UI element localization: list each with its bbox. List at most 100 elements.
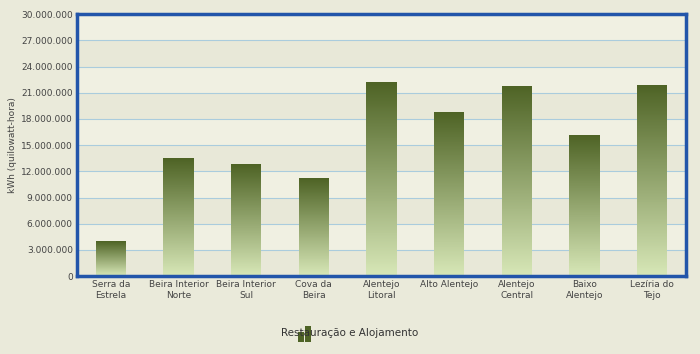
Bar — [502, 150, 532, 152]
Bar — [637, 181, 667, 182]
Bar — [231, 217, 261, 218]
Bar — [366, 205, 397, 206]
Bar — [299, 270, 329, 271]
Bar — [637, 125, 667, 126]
Bar — [299, 229, 329, 230]
Bar — [502, 265, 532, 266]
Bar — [163, 212, 194, 213]
Bar — [502, 94, 532, 95]
Bar — [434, 260, 464, 261]
Bar — [502, 131, 532, 132]
Bar — [366, 153, 397, 154]
Bar — [502, 98, 532, 99]
Bar — [299, 194, 329, 195]
Bar — [231, 264, 261, 265]
Bar — [366, 138, 397, 139]
Bar — [366, 226, 397, 227]
Bar — [637, 215, 667, 216]
Bar — [299, 202, 329, 203]
Bar — [366, 160, 397, 161]
Bar — [231, 168, 261, 169]
Bar — [366, 192, 397, 193]
Bar — [231, 238, 261, 239]
Bar — [434, 115, 464, 116]
Bar — [569, 152, 600, 153]
Bar — [366, 190, 397, 191]
Bar — [502, 243, 532, 244]
Bar — [637, 227, 667, 228]
Bar — [434, 235, 464, 236]
Bar — [366, 215, 397, 216]
Bar — [163, 245, 194, 246]
Bar — [366, 251, 397, 252]
Bar — [569, 225, 600, 226]
Bar — [231, 200, 261, 201]
Bar — [637, 242, 667, 244]
Bar — [366, 94, 397, 95]
Bar — [569, 210, 600, 211]
Bar — [569, 244, 600, 245]
Bar — [366, 97, 397, 98]
Bar — [502, 239, 532, 240]
Bar — [366, 92, 397, 93]
Bar — [569, 256, 600, 257]
Bar — [637, 152, 667, 153]
Bar — [502, 207, 532, 209]
Bar — [637, 209, 667, 210]
Bar — [502, 184, 532, 185]
Bar — [434, 124, 464, 125]
Bar — [434, 160, 464, 161]
Bar — [502, 262, 532, 263]
Bar — [366, 178, 397, 179]
Bar — [434, 114, 464, 115]
Bar — [163, 173, 194, 174]
Bar — [502, 144, 532, 145]
Bar — [366, 151, 397, 152]
Bar — [502, 113, 532, 114]
Bar — [299, 206, 329, 207]
Bar — [569, 154, 600, 155]
Bar — [434, 175, 464, 176]
Bar — [299, 258, 329, 259]
Bar — [434, 180, 464, 181]
Bar — [502, 123, 532, 124]
Bar — [163, 250, 194, 251]
Bar — [163, 202, 194, 203]
Bar — [434, 201, 464, 202]
Bar — [299, 234, 329, 235]
Bar — [163, 259, 194, 260]
Bar — [569, 141, 600, 142]
Bar — [569, 247, 600, 248]
Bar — [637, 196, 667, 197]
Bar — [434, 191, 464, 192]
Bar — [434, 149, 464, 150]
Bar — [569, 243, 600, 244]
Bar — [163, 262, 194, 263]
Bar — [569, 177, 600, 178]
Bar — [569, 269, 600, 270]
Bar — [299, 246, 329, 247]
Bar — [366, 133, 397, 134]
Bar — [163, 166, 194, 167]
Bar — [502, 145, 532, 146]
Bar — [569, 219, 600, 220]
Bar — [434, 220, 464, 221]
Bar — [163, 274, 194, 275]
Bar — [569, 186, 600, 187]
Bar — [637, 133, 667, 134]
Bar — [502, 201, 532, 202]
Bar — [569, 197, 600, 198]
Bar — [299, 275, 329, 276]
Bar — [434, 161, 464, 162]
Bar — [163, 196, 194, 197]
Bar — [569, 203, 600, 204]
Bar — [299, 266, 329, 267]
Bar — [502, 212, 532, 213]
Bar — [637, 92, 667, 93]
Bar — [366, 250, 397, 251]
Bar — [637, 205, 667, 206]
Bar — [637, 265, 667, 266]
Bar — [502, 155, 532, 156]
Bar — [163, 162, 194, 163]
Bar — [434, 190, 464, 191]
